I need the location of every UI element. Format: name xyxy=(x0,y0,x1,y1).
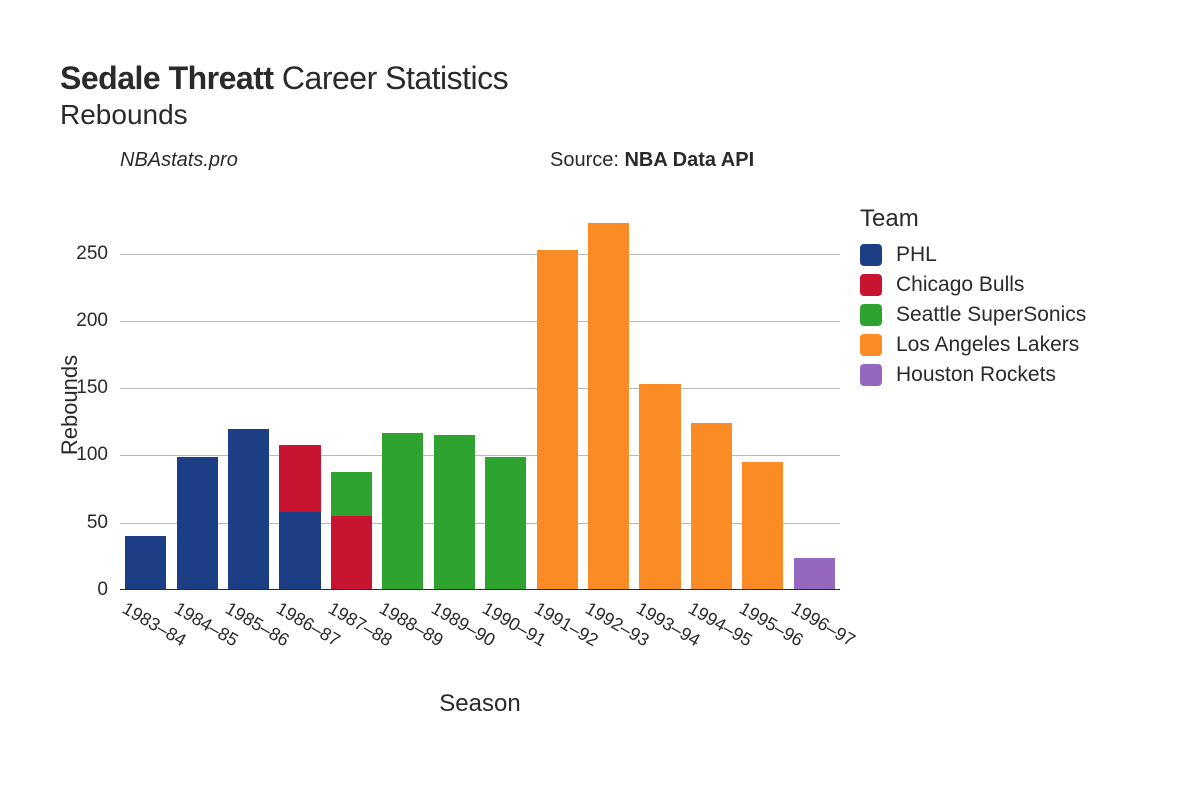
bar-segment xyxy=(742,462,783,590)
title-rest: Career Statistics xyxy=(274,60,509,96)
meta-row: NBAstats.pro Source: NBA Data API xyxy=(60,149,1140,177)
bar: 1991–92 xyxy=(537,220,578,590)
chart-title: Sedale Threatt Career Statistics xyxy=(60,60,1140,97)
watermark-text: NBAstats.pro xyxy=(120,149,238,172)
legend-item: Houston Rockets xyxy=(860,363,1086,387)
legend-swatch xyxy=(860,274,882,296)
legend-item: Los Angeles Lakers xyxy=(860,333,1086,357)
legend-title: Team xyxy=(860,205,1086,233)
legend-label: Chicago Bulls xyxy=(896,273,1024,297)
bar: 1993–94 xyxy=(639,220,680,590)
y-tick-label: 150 xyxy=(58,377,108,399)
y-tick-label: 200 xyxy=(58,310,108,332)
plot-area: Rebounds 1983–841984–851985–861986–87198… xyxy=(120,220,840,590)
y-tick-label: 50 xyxy=(58,512,108,534)
source-text: Source: NBA Data API xyxy=(550,149,754,172)
bar-segment xyxy=(588,223,629,590)
legend-item: PHL xyxy=(860,243,1086,267)
chart-container: Sedale Threatt Career Statistics Rebound… xyxy=(60,60,1140,745)
bar-segment xyxy=(794,558,835,590)
bar-segment xyxy=(228,429,269,590)
bar: 1994–95 xyxy=(691,220,732,590)
bar-segment xyxy=(537,250,578,590)
bars-group: 1983–84 1984–851985–861986–87 1987–881988–… xyxy=(120,220,840,590)
bar: 1989–90 xyxy=(434,220,475,590)
bar: 1984–85 xyxy=(177,220,218,590)
bar: 1990–91 xyxy=(485,220,526,590)
bar-segment xyxy=(279,445,320,512)
y-tick-label: 100 xyxy=(58,444,108,466)
legend-swatch xyxy=(860,334,882,356)
x-axis-label: Season xyxy=(120,690,840,718)
bar-segment xyxy=(382,433,423,590)
bar: 1986–87 xyxy=(279,220,320,590)
legend-label: Seattle SuperSonics xyxy=(896,303,1086,327)
chart-area: Rebounds 1983–841984–851985–861986–87198… xyxy=(60,185,1140,745)
legend-swatch xyxy=(860,244,882,266)
chart-subtitle: Rebounds xyxy=(60,99,1140,131)
legend-label: PHL xyxy=(896,243,937,267)
title-player-name: Sedale Threatt xyxy=(60,60,274,96)
bar: 1996–97 xyxy=(794,220,835,590)
bar-segment xyxy=(691,423,732,590)
y-tick-label: 0 xyxy=(58,579,108,601)
bar-segment xyxy=(331,516,372,590)
x-axis-line xyxy=(120,589,840,590)
bar-segment xyxy=(279,512,320,590)
bar-segment xyxy=(331,472,372,516)
bar: 1983–84 xyxy=(125,220,166,590)
legend-swatch xyxy=(860,304,882,326)
source-label: Source: xyxy=(550,149,624,171)
legend: Team PHL Chicago Bulls Seattle SuperSonics… xyxy=(860,205,1086,393)
bar-segment xyxy=(639,384,680,590)
bar: 1995–96 xyxy=(742,220,783,590)
source-name: NBA Data API xyxy=(624,149,754,171)
legend-swatch xyxy=(860,364,882,386)
legend-label: Houston Rockets xyxy=(896,363,1056,387)
bar-segment xyxy=(434,435,475,590)
legend-item: Chicago Bulls xyxy=(860,273,1086,297)
bar: 1992–93 xyxy=(588,220,629,590)
y-axis-label: Rebounds xyxy=(57,355,83,455)
legend-label: Los Angeles Lakers xyxy=(896,333,1079,357)
bar-segment xyxy=(177,457,218,590)
bar: 1987–88 xyxy=(331,220,372,590)
bar-segment xyxy=(485,457,526,590)
legend-item: Seattle SuperSonics xyxy=(860,303,1086,327)
bar: 1988–89 xyxy=(382,220,423,590)
bar: 1985–86 xyxy=(228,220,269,590)
bar-segment xyxy=(125,536,166,590)
y-tick-label: 250 xyxy=(58,243,108,265)
